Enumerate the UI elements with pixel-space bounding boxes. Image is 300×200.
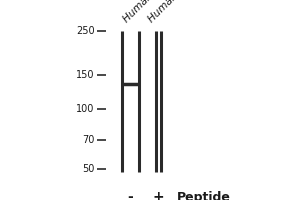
Text: Human liver: Human liver <box>147 0 199 24</box>
Text: +: + <box>153 190 164 200</box>
Text: Peptide: Peptide <box>177 191 231 200</box>
Text: 50: 50 <box>82 164 94 174</box>
Text: -: - <box>128 190 134 200</box>
Text: 250: 250 <box>76 26 94 36</box>
Text: 150: 150 <box>76 70 94 80</box>
Text: 100: 100 <box>76 104 94 114</box>
Text: 70: 70 <box>82 135 94 145</box>
Text: Human liver: Human liver <box>121 0 173 24</box>
